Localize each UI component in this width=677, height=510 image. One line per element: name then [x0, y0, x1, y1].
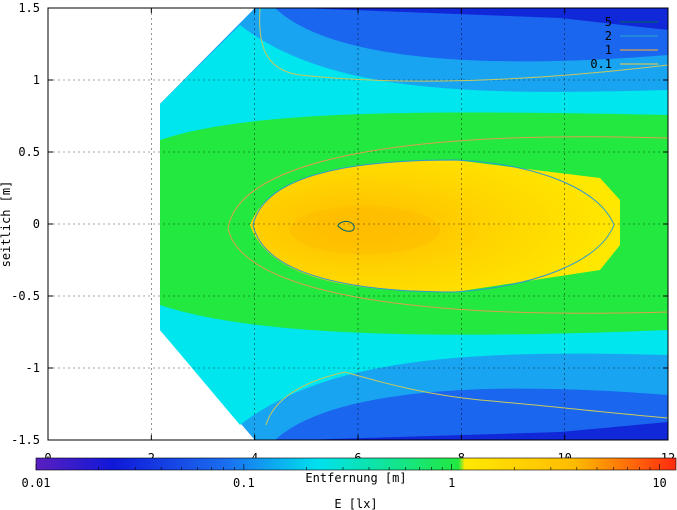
y-tick-label: 0 [33, 217, 40, 231]
contour-0.1-bottom [265, 371, 668, 426]
field-dark-blue-bottom [300, 422, 668, 440]
y-tick-label: -1.5 [11, 433, 40, 447]
y-axis-title: seitlich [m] [0, 181, 13, 268]
colorbar [35, 457, 677, 471]
field-orange-core [290, 206, 440, 254]
y-tick-label: 0.5 [18, 145, 40, 159]
colorbar-tick-label: 10 [652, 476, 666, 490]
legend-label: 5 [605, 15, 612, 29]
y-tick-label: -1 [26, 361, 40, 375]
legend-label: 1 [605, 43, 612, 57]
y-axis-ticks: 1.5 1 0.5 0 -0.5 -1 -1.5 [11, 1, 668, 447]
y-tick-label: -0.5 [11, 289, 40, 303]
colorbar-tick-label: 0.01 [22, 476, 51, 490]
field-dark-blue-top [300, 8, 668, 30]
contour-5 [337, 220, 355, 232]
colorbar-tick-label: 1 [448, 476, 455, 490]
colorbar-tick-label: 0.1 [233, 476, 255, 490]
legend-label: 2 [605, 29, 612, 43]
legend-label: 0.1 [590, 57, 612, 71]
x-axis-title: Entfernung [m] [305, 471, 406, 485]
contour-lines [227, 8, 668, 426]
contour-2 [252, 159, 615, 293]
colorbar-ticks: 0.01 0.1 1 10 [22, 464, 667, 490]
contour-0.1-top [259, 8, 668, 82]
contour-1 [227, 136, 668, 314]
y-tick-label: 1 [33, 73, 40, 87]
colorbar-title: E [lx] [334, 497, 377, 510]
y-tick-label: 1.5 [18, 1, 40, 15]
